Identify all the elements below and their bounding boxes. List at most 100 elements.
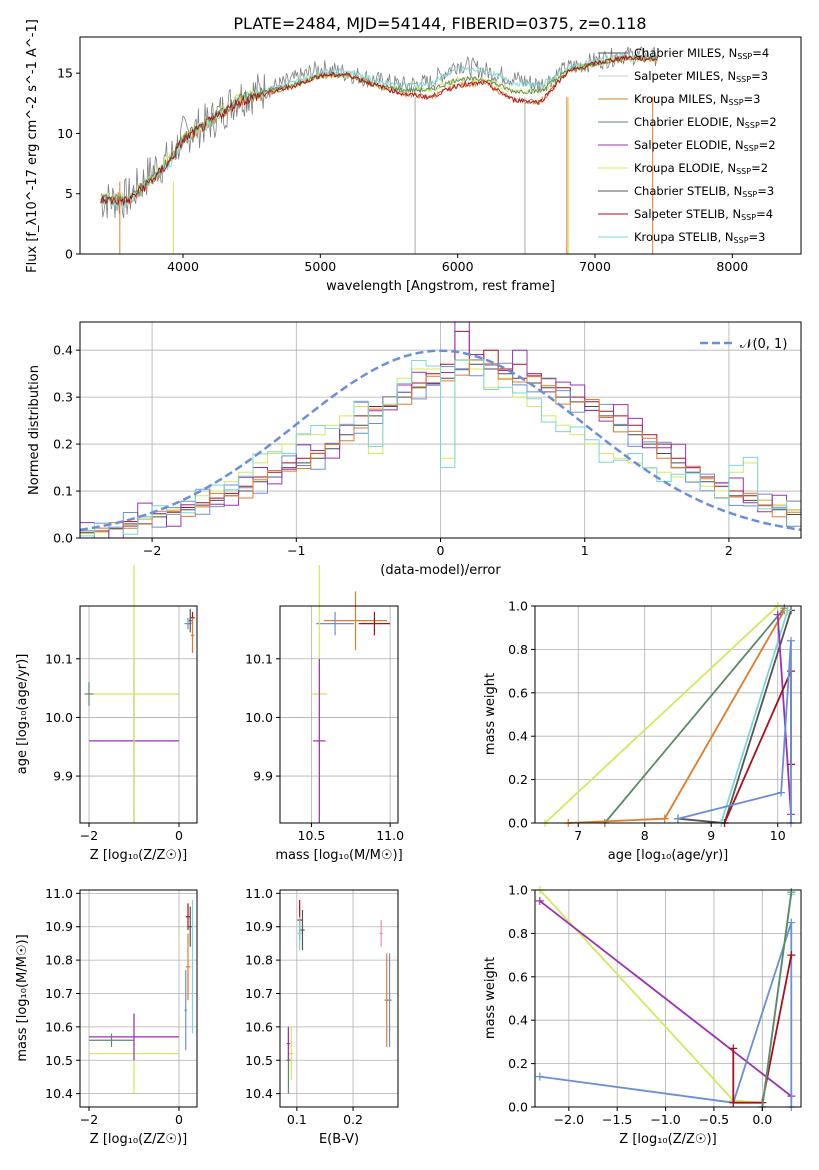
mass-weight-line xyxy=(723,670,792,824)
y-tick-label: 0.6 xyxy=(508,685,528,700)
data-point-marker xyxy=(535,896,544,905)
spectrum-panel: 4000 5000 6000 7000 8000 0 5 10 15 wavelength [An… xyxy=(25,19,802,294)
y-tick-label: 9.9 xyxy=(253,769,273,784)
y-tick-label: 0.6 xyxy=(508,969,528,984)
data-point-marker xyxy=(783,606,792,615)
mass-vs-z-panel: −2 0 10.4 10.5 10.6 10.7 10.8 10.9 11.0 Z [log₁₀(… xyxy=(15,886,198,1147)
x-tick-label: 5000 xyxy=(304,259,336,274)
histogram-step-line xyxy=(80,359,801,538)
y-tick-label: 10.9 xyxy=(45,919,73,934)
legend-label: Salpeter ELODIE, NSSP=2 xyxy=(634,138,776,153)
y-tick-label: 0.8 xyxy=(508,642,528,657)
x-tick-label: 10.5 xyxy=(298,828,326,843)
data-point-marker xyxy=(777,788,786,797)
mass-weight-line xyxy=(539,900,792,1097)
axes-frame xyxy=(79,889,198,1108)
y-tick-label: 0 xyxy=(65,247,73,262)
age-vs-z-panel: −2 0 9.9 10.0 10.1 Z [log₁₀(Z/Z☉)] age [log₁₀(… xyxy=(15,564,198,863)
axes-frame xyxy=(79,36,802,255)
mass-vs-ebv-panel: 0.1 0.2 10.4 10.5 10.6 10.7 10.8 10.9 11.0 E(B-V) xyxy=(245,886,399,1147)
x-tick-label: −2 xyxy=(80,1112,98,1127)
y-tick-label: 10.4 xyxy=(245,1086,273,1101)
legend-label: Kroupa ELODIE, NSSP=2 xyxy=(634,161,768,176)
x-tick-label: −2 xyxy=(143,543,161,558)
axes-frame xyxy=(279,889,399,1108)
mass-weight-line xyxy=(604,607,786,824)
y-tick-label: 1.0 xyxy=(508,883,528,898)
x-axis-label: mass [log₁₀(M/M☉)] xyxy=(275,848,402,863)
mass-weight-line xyxy=(568,609,786,824)
y-tick-label: 10.7 xyxy=(245,986,273,1001)
y-tick-label: 10.9 xyxy=(245,919,273,934)
mass-weight-line xyxy=(776,614,792,815)
y-tick-label: 9.9 xyxy=(53,769,73,784)
x-tick-label: 8 xyxy=(641,828,649,843)
y-tick-label: 5 xyxy=(65,186,73,201)
y-tick-label: 0.2 xyxy=(508,1056,528,1071)
spectrum-data-line xyxy=(100,46,658,219)
model-spectrum-line xyxy=(100,54,658,207)
y-tick-label: 0.2 xyxy=(53,437,73,452)
x-tick-label: 1 xyxy=(581,543,589,558)
x-tick-label: −0.5 xyxy=(699,1112,729,1127)
y-tick-label: 10.6 xyxy=(45,1019,73,1034)
x-tick-label: 9 xyxy=(707,828,715,843)
y-tick-label: 0.2 xyxy=(508,772,528,787)
axes-frame xyxy=(79,605,198,824)
age-vs-mass-panel: 10.5 11.0 9.9 10.0 10.1 mass [log₁₀(M/M☉)] xyxy=(245,564,404,863)
data-point-marker xyxy=(773,610,782,619)
x-tick-label: 0 xyxy=(437,543,445,558)
x-tick-label: −1 xyxy=(287,543,305,558)
y-tick-label: 10.5 xyxy=(245,1053,273,1068)
x-axis-label: E(B-V) xyxy=(319,1132,359,1147)
mass-weight-line xyxy=(761,892,793,1108)
legend-label: Chabrier ELODIE, NSSP=2 xyxy=(634,115,777,130)
y-axis-label: age [log₁₀(age/yr)] xyxy=(15,654,30,775)
data-point-marker xyxy=(787,918,796,927)
data-point-marker xyxy=(729,1044,738,1053)
x-axis-label: Z [log₁₀(Z/Z☉)] xyxy=(619,1132,716,1147)
x-tick-label: −2 xyxy=(80,828,98,843)
residual-histogram-panel: −2 −1 0 1 2 0.0 0.1 0.2 0.3 0.4 (data-model)/error… xyxy=(27,321,802,578)
mass-weight-line xyxy=(677,610,792,824)
legend-label: Chabrier STELIB, NSSP=3 xyxy=(634,184,774,199)
y-tick-label: 0.0 xyxy=(508,816,528,831)
x-tick-label: 10 xyxy=(770,828,786,843)
x-tick-label: 2 xyxy=(725,543,733,558)
axes-frame xyxy=(279,605,399,824)
data-point-marker xyxy=(729,1098,738,1107)
legend-label: Kroupa MILES, NSSP=3 xyxy=(634,92,760,107)
y-tick-label: 0.0 xyxy=(53,531,73,546)
x-axis-label: age [log₁₀(age/yr)] xyxy=(608,848,729,863)
normal-distribution-curve xyxy=(79,349,802,532)
y-tick-label: 11.0 xyxy=(245,886,273,901)
legend: Chabrier MILES, NSSP=4 Salpeter MILES, NS… xyxy=(598,46,777,245)
x-axis-label: wavelength [Angstrom, rest frame] xyxy=(326,279,555,294)
figure-title: PLATE=2484, MJD=54144, FIBERID=0375, z=0… xyxy=(233,14,646,33)
y-axis-label: Flux [f_λ10^-17 erg cm^-2 s^-1 A^-1] xyxy=(25,19,40,273)
y-axis-label: Normed distribution xyxy=(27,365,42,495)
y-tick-label: 0.3 xyxy=(53,390,73,405)
y-tick-label: 11.0 xyxy=(45,886,73,901)
y-tick-label: 0.1 xyxy=(53,484,73,499)
x-axis-label: (data-model)/error xyxy=(380,563,501,578)
y-tick-label: 10.1 xyxy=(45,651,73,666)
x-tick-label: −2.0 xyxy=(554,1112,584,1127)
x-tick-label: 0 xyxy=(175,1112,183,1127)
x-tick-label: 11.0 xyxy=(376,828,404,843)
x-tick-label: −1.0 xyxy=(650,1112,680,1127)
y-tick-label: 0.4 xyxy=(53,343,73,358)
data-point-marker xyxy=(535,1072,544,1081)
y-tick-label: 10.8 xyxy=(245,953,273,968)
y-axis-label: mass weight xyxy=(483,673,498,755)
y-tick-label: 0.4 xyxy=(508,1013,528,1028)
y-tick-label: 10.6 xyxy=(245,1019,273,1034)
y-tick-label: 0.0 xyxy=(508,1100,528,1115)
legend-label: Kroupa STELIB, NSSP=3 xyxy=(634,230,765,245)
mass-weight-line xyxy=(732,954,793,1104)
mass-weight-line xyxy=(677,640,792,823)
x-tick-label: 8000 xyxy=(716,259,748,274)
y-tick-label: 10.8 xyxy=(45,953,73,968)
mass-weight-line xyxy=(720,610,789,824)
